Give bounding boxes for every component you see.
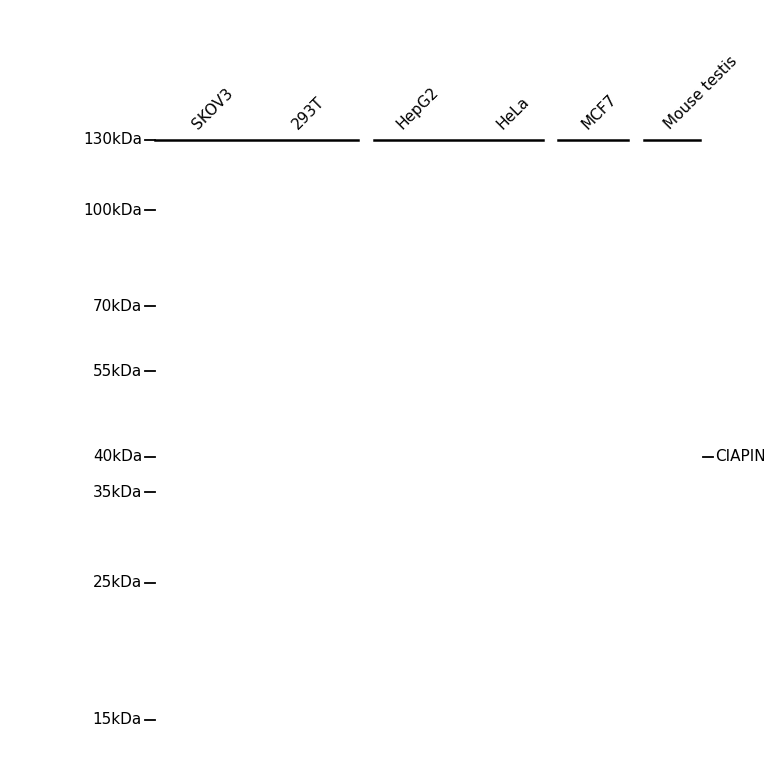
Text: Mouse testis: Mouse testis xyxy=(662,53,740,132)
Text: 25kDa: 25kDa xyxy=(92,575,142,591)
Text: HepG2: HepG2 xyxy=(394,85,442,132)
Text: 40kDa: 40kDa xyxy=(92,449,142,464)
Text: 100kDa: 100kDa xyxy=(83,203,142,218)
Text: 130kDa: 130kDa xyxy=(83,132,142,147)
Text: SKOV3: SKOV3 xyxy=(189,86,236,132)
Text: 70kDa: 70kDa xyxy=(92,299,142,314)
Text: CIAPIN1: CIAPIN1 xyxy=(715,449,764,464)
Text: 55kDa: 55kDa xyxy=(92,364,142,378)
Text: 15kDa: 15kDa xyxy=(92,713,142,727)
Text: MCF7: MCF7 xyxy=(579,92,620,132)
Text: 293T: 293T xyxy=(290,94,327,132)
Text: HeLa: HeLa xyxy=(494,94,533,132)
Text: 35kDa: 35kDa xyxy=(92,485,142,500)
